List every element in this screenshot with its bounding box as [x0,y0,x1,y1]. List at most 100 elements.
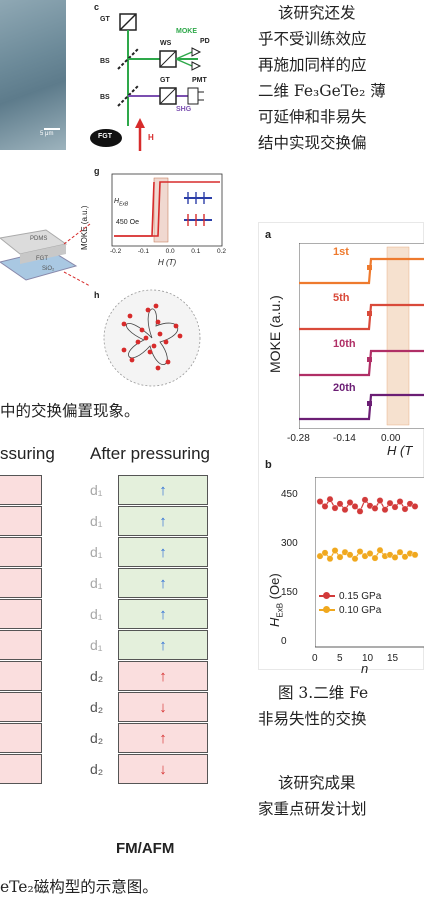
b-xtick: 10 [362,653,374,664]
g-xlabel: H (T) [158,258,177,267]
legend-item-010: 0.10 GPa [319,603,381,617]
b-xlabel: n [361,661,369,676]
data-point [331,504,339,512]
moke-curve-label: 5th [333,292,350,304]
data-point [326,555,334,563]
moke-curves-plot: 1st 5th 10th 20th [299,243,424,429]
layer-label: d₂ [90,761,104,777]
layer-label: d₁ [90,575,103,591]
stack-pdms: PDMS [30,236,48,242]
moke-marker [367,265,372,270]
right-text-line: 该研究还发 [278,4,356,22]
label-bs2: BS [100,94,110,101]
moke-curve-label: 10th [333,338,356,350]
table-footer: FM/AFM [116,840,175,857]
layer-cell: ↑ [118,599,208,629]
right-text-line: 二维 Fe₃GeTe₂ 薄 [258,82,386,100]
b-ylabel-main: H [267,617,282,627]
legend-dot [323,592,330,599]
layer-cell: ↓ [118,692,208,722]
data-point [391,503,399,511]
after-header: After pressuring [90,444,210,463]
label-ws: WS [160,40,172,47]
layer-label: d₁ [90,637,103,653]
before-cell [0,568,42,598]
b-xtick: 0 [312,653,318,664]
stack-fgt: FGT [36,256,48,262]
layer-label: d₂ [90,699,104,715]
layer-label: d₂ [90,668,104,684]
right-text-line: 可延伸和非易失 [258,108,367,126]
data-point [371,504,379,512]
moke-curve-label: 1st [333,246,349,258]
b-ytick: 450 [281,489,298,501]
polar-plot [103,289,201,387]
layer-cell: ↑ [118,630,208,660]
g-hexb-sub: ExB [119,201,129,208]
before-cell [0,723,42,753]
data-point [321,549,329,557]
legend-marker-015 [319,592,335,599]
after-labels: d₁ d₁ d₁ d₁ d₁ d₁ d₂ d₂ d₂ d₂ [90,475,116,777]
b-ytick: 300 [281,538,298,550]
stack-sio2: SiO₂ [42,266,55,272]
data-point [411,503,419,510]
before-cell [0,661,42,691]
data-point [396,548,404,556]
g-value: 450 Oe [116,219,139,226]
caption-bottom: eTe₂磁构型的示意图。 [0,878,158,896]
b-ytick: 0 [281,636,287,648]
layer-cell: ↑ [118,475,208,505]
layer-cell: ↑ [118,506,208,536]
data-point [321,503,329,510]
layer-cell: ↓ [118,754,208,784]
data-point [356,548,364,555]
layer-cell: ↑ [118,661,208,691]
data-point [386,499,394,507]
a-xlabel: H (T [387,443,413,458]
data-point [351,555,359,563]
b-xtick: 5 [337,653,343,664]
data-point [361,496,369,504]
data-point [316,498,324,505]
g-tick: -0.2 [110,248,122,255]
data-point [371,554,379,562]
data-point [391,554,399,561]
scale-bar [44,128,60,130]
layer-label: d₁ [90,606,103,622]
optics-diagram [90,13,204,151]
panel-b-label: b [265,459,272,471]
before-header: ssuring [0,444,55,463]
label-gt2: GT [160,77,170,84]
g-hexb: HExB [114,198,128,207]
a-xtick: -0.28 [287,433,310,444]
layer-cell: ↑ [118,723,208,753]
red-arrows [63,223,91,287]
caption-right-line2: 非易失性的交换 [258,710,367,728]
data-point [326,495,334,503]
layer-label: d₁ [90,482,103,498]
panel-a-label: a [265,229,272,241]
before-cell [0,475,42,505]
before-cell [0,692,42,722]
data-point [346,499,354,506]
g-xticks: -0.2 -0.1 0.0 0.1 0.2 [110,248,226,255]
caption-top: 中的交换偏置现象。 [0,402,140,420]
layer-label: d₂ [90,730,104,746]
data-point [356,507,364,515]
moke-curve [299,393,424,421]
label-moke: MOKE [176,28,197,35]
data-point [401,553,409,561]
label-pmt: PMT [192,77,207,84]
data-point [366,550,374,557]
panel-h-label: h [94,290,100,300]
caption-right-line1: 图 3.二维 Fe [278,684,369,702]
legend-label: 0.15 GPa [339,590,382,602]
right-text-line: 乎不受训练效应 [258,30,367,48]
figure-top: 5 μm c GT BS BS MOKE WS PD GT PMT S [0,0,230,405]
after-column: ↑ ↑ ↑ ↑ ↑ ↑ ↑ ↓ ↑ ↓ [118,475,208,784]
legend-dot [323,606,330,613]
moke-curve [299,257,424,285]
panel-g-label: g [94,166,100,176]
right-text-line: 再施加同样的应 [258,56,367,74]
